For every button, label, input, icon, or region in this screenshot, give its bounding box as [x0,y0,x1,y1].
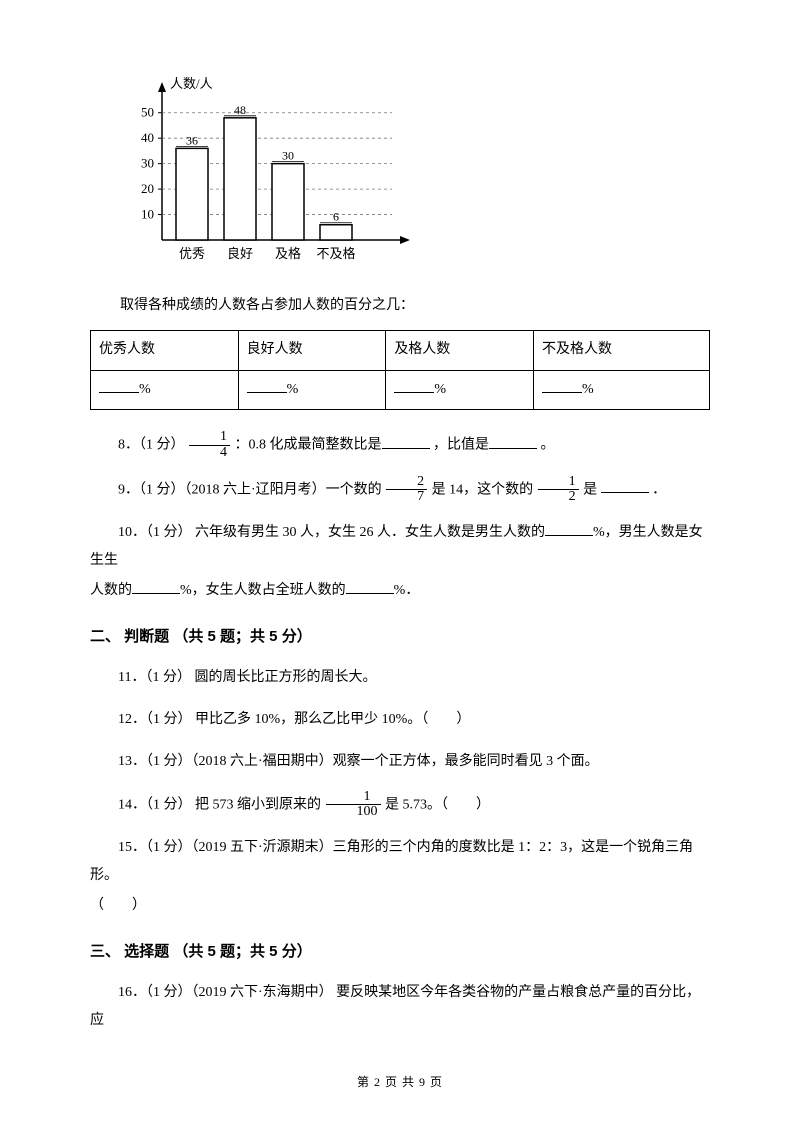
page-footer: 第 2 页 共 9 页 [0,1071,800,1094]
question-11: 11．（1 分） 圆的周长比正方形的周长大。 [90,664,710,692]
q10-l1a: 10．（1 分） 六年级有男生 30 人，女生 26 人．女生人数是男生人数的 [118,525,545,540]
question-8: 8．（1 分） 14 ：0.8 化成最简整数比是 ，比值是 。 [90,430,710,460]
pct-suffix: % [434,382,446,397]
svg-text:及格: 及格 [275,246,301,261]
percentage-table: 优秀人数 良好人数 及格人数 不及格人数 % % % % [90,330,710,410]
fraction-1-2: 12 [538,475,579,505]
svg-text:36: 36 [186,133,198,147]
svg-text:40: 40 [141,130,154,145]
q14-b: 是 5.73。（ ） [385,797,490,812]
q9-mid: 是 14，这个数的 [432,482,537,497]
question-12: 12．（1 分） 甲比乙多 10%，那么乙比甲少 10%。（ ） [90,706,710,734]
svg-text:人数/人: 人数/人 [170,76,213,91]
question-9: 9．（1 分）（2018 六上·辽阳月考）一个数的 27 是 14，这个数的 1… [90,475,710,505]
th-excellent: 优秀人数 [91,331,239,371]
bar-chart-svg: 人数/人 10 20 30 40 50 36 优秀 48 良好 30 及格 6 不及格 [120,70,420,275]
question-10-line2: 人数的 %，女生人数占全班人数的 %． [90,577,710,605]
td-pass: % [386,370,534,410]
section-3-heading: 三、 选择题 （共 5 题；共 5 分） [90,938,710,967]
fraction-1-4: 14 [189,430,230,460]
pct-suffix: % [582,382,594,397]
question-16: 16．（1 分）（2019 六下·东海期中） 要反映某地区今年各类谷物的产量占粮… [90,979,710,1035]
th-good: 良好人数 [238,331,386,371]
chart-caption: 取得各种成绩的人数各占参加人数的百分之几： [120,293,710,318]
q9-prefix: 9．（1 分）（2018 六上·辽阳月考）一个数的 [118,482,385,497]
question-15-line2: （ ） [90,892,710,920]
svg-text:6: 6 [333,210,339,224]
q9-tail: ． [652,482,666,497]
question-10-line1: 10．（1 分） 六年级有男生 30 人，女生 26 人．女生人数是男生人数的%… [90,519,710,575]
q9-after: 是 [583,482,601,497]
svg-text:良好: 良好 [227,246,253,261]
q10-l2c: %． [394,583,420,598]
q8-tail: 。 [541,438,555,453]
q10-l2b: %，女生人数占全班人数的 [180,583,346,598]
question-15-line1: 15．（1 分）（2019 五下·沂源期末）三角形的三个内角的度数比是 1：2：… [90,834,710,890]
svg-text:48: 48 [234,103,246,117]
th-fail: 不及格人数 [533,331,709,371]
td-excellent: % [91,370,239,410]
td-fail: % [533,370,709,410]
svg-text:30: 30 [282,149,294,163]
svg-text:10: 10 [141,207,154,222]
fraction-1-100: 1100 [326,790,381,820]
pct-suffix: % [139,382,151,397]
svg-text:50: 50 [141,105,154,120]
question-14: 14．（1 分） 把 573 缩小到原来的 1100 是 5.73。（ ） [90,790,710,820]
section-2-heading: 二、 判断题 （共 5 题；共 5 分） [90,623,710,652]
q8-prefix: 8．（1 分） [118,438,185,453]
svg-text:20: 20 [141,181,154,196]
pct-suffix: % [287,382,299,397]
question-13: 13．（1 分）（2018 六上·福田期中）观察一个正方体，最多能同时看见 3 … [90,748,710,776]
q8-mid: ：0.8 化成最简整数比是 [235,438,382,453]
svg-text:不及格: 不及格 [316,246,355,261]
fraction-2-7: 27 [386,475,427,505]
td-good: % [238,370,386,410]
q10-l2a: 人数的 [90,583,132,598]
svg-text:30: 30 [141,156,154,171]
q8-mid2: ，比值是 [433,438,489,453]
svg-text:优秀: 优秀 [179,246,205,261]
bar-chart: 人数/人 10 20 30 40 50 36 优秀 48 良好 30 及格 6 不及格 [120,70,710,275]
q14-a: 14．（1 分） 把 573 缩小到原来的 [118,797,325,812]
th-pass: 及格人数 [386,331,534,371]
